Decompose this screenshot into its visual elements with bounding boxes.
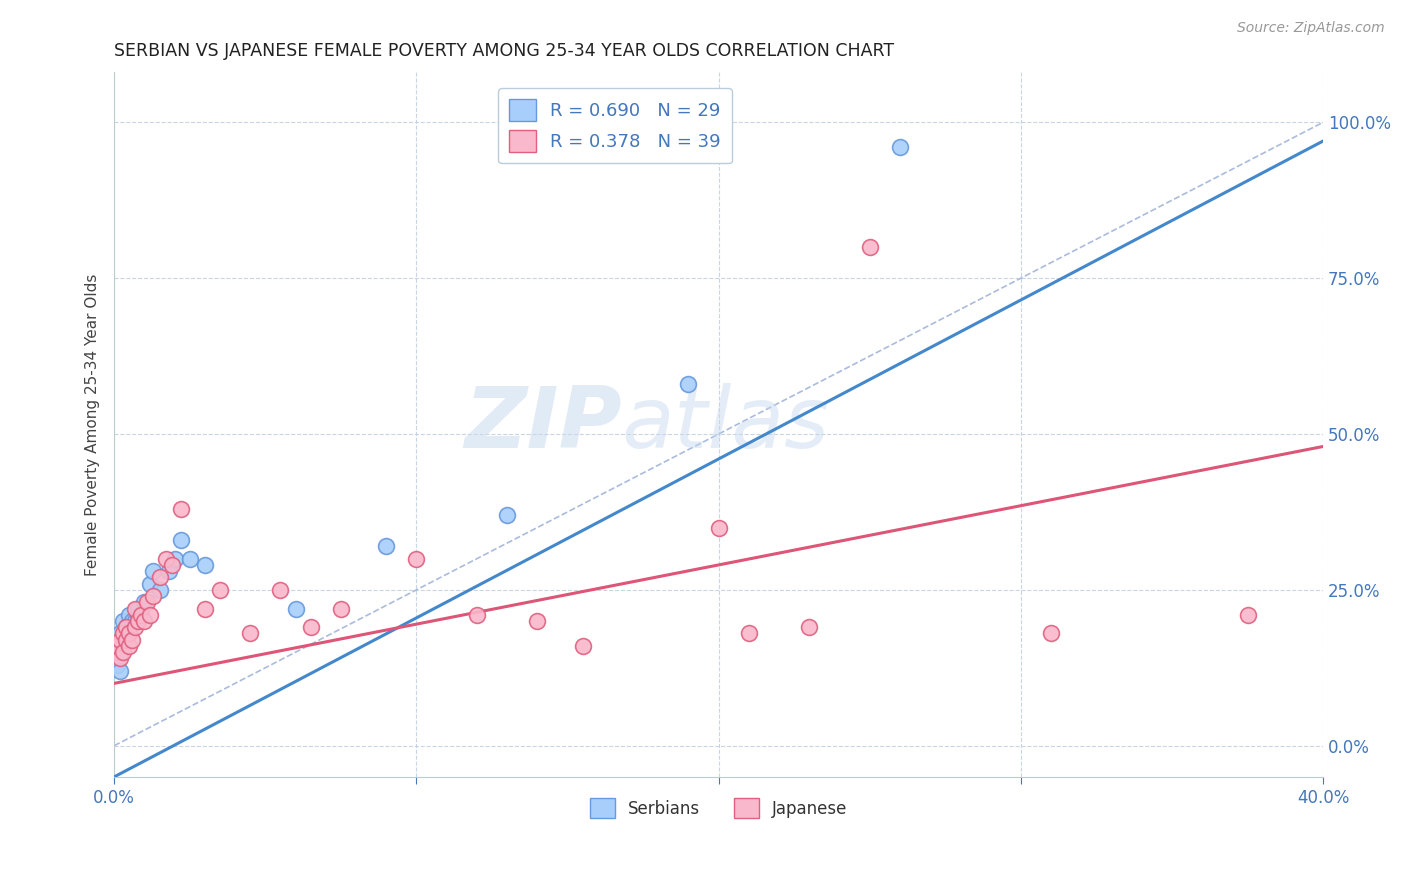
Point	[105, 645, 128, 659]
Text: Source: ZipAtlas.com: Source: ZipAtlas.com	[1237, 21, 1385, 35]
Point	[526, 614, 548, 628]
Point	[134, 595, 156, 609]
Point	[571, 639, 593, 653]
Point	[115, 620, 138, 634]
Point	[139, 607, 162, 622]
Point	[799, 620, 821, 634]
Point	[194, 558, 217, 572]
Point	[170, 533, 193, 547]
Legend: Serbians, Japanese: Serbians, Japanese	[583, 791, 853, 825]
Text: SERBIAN VS JAPANESE FEMALE POVERTY AMONG 25-34 YEAR OLDS CORRELATION CHART: SERBIAN VS JAPANESE FEMALE POVERTY AMONG…	[114, 42, 894, 60]
Point	[112, 645, 135, 659]
Point	[124, 614, 146, 628]
Point	[127, 607, 149, 622]
Point	[115, 632, 138, 647]
Point	[110, 651, 132, 665]
Point	[465, 607, 488, 622]
Point	[112, 626, 135, 640]
Point	[118, 626, 141, 640]
Point	[118, 639, 141, 653]
Point	[678, 377, 700, 392]
Point	[329, 601, 352, 615]
Point	[134, 614, 156, 628]
Point	[110, 626, 132, 640]
Point	[179, 551, 201, 566]
Point	[148, 582, 170, 597]
Point	[157, 564, 180, 578]
Point	[889, 140, 911, 154]
Point	[194, 601, 217, 615]
Point	[738, 626, 761, 640]
Point	[118, 626, 141, 640]
Point	[124, 601, 146, 615]
Point	[112, 639, 135, 653]
Text: ZIP: ZIP	[464, 384, 621, 467]
Point	[136, 595, 159, 609]
Point	[239, 626, 262, 640]
Point	[1236, 607, 1258, 622]
Point	[142, 564, 165, 578]
Point	[163, 551, 186, 566]
Point	[269, 582, 291, 597]
Point	[139, 576, 162, 591]
Point	[142, 589, 165, 603]
Point	[110, 664, 132, 678]
Point	[859, 240, 882, 254]
Point	[127, 614, 149, 628]
Point	[170, 501, 193, 516]
Point	[155, 551, 177, 566]
Point	[110, 645, 132, 659]
Point	[131, 607, 153, 622]
Y-axis label: Female Poverty Among 25-34 Year Olds: Female Poverty Among 25-34 Year Olds	[86, 274, 100, 576]
Point	[405, 551, 427, 566]
Point	[127, 601, 149, 615]
Text: atlas: atlas	[621, 384, 830, 467]
Point	[121, 614, 143, 628]
Point	[110, 632, 132, 647]
Point	[496, 508, 519, 522]
Point	[160, 558, 183, 572]
Point	[105, 639, 128, 653]
Point	[112, 614, 135, 628]
Point	[208, 582, 231, 597]
Point	[148, 570, 170, 584]
Point	[115, 620, 138, 634]
Point	[124, 620, 146, 634]
Point	[105, 645, 128, 659]
Point	[375, 539, 398, 553]
Point	[118, 607, 141, 622]
Point	[115, 632, 138, 647]
Point	[299, 620, 322, 634]
Point	[707, 520, 730, 534]
Point	[284, 601, 307, 615]
Point	[121, 632, 143, 647]
Point	[105, 657, 128, 672]
Point	[1040, 626, 1063, 640]
